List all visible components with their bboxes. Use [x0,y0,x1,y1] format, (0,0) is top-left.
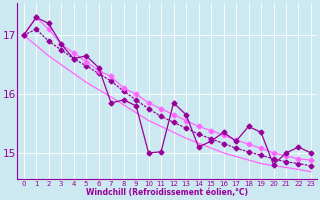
X-axis label: Windchill (Refroidissement éolien,°C): Windchill (Refroidissement éolien,°C) [86,188,248,197]
